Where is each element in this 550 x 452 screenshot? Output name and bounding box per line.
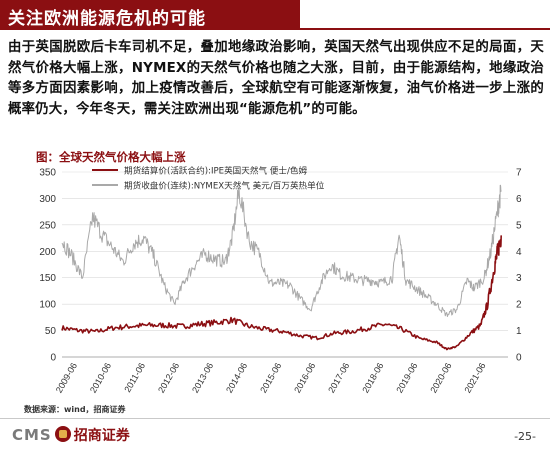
right-tick-label: 4 — [516, 247, 522, 258]
source-note: 数据来源：wind，招商证券 — [24, 405, 126, 414]
right-tick-label: 1 — [516, 326, 522, 337]
chart-legend: 期货结算价(活跃合约):IPE英国天然气 便士/色姆期货收盘价(连续):NYME… — [92, 165, 325, 192]
footer-rule — [0, 418, 550, 419]
right-tick-label: 0 — [516, 353, 522, 364]
legend-label: 期货结算价(活跃合约):IPE英国天然气 便士/色姆 — [124, 165, 307, 177]
right-tick-label: 7 — [516, 168, 522, 179]
x-axis: 2009-06 2010-06 2011-06 2012-06 2013-06 2014-… — [54, 361, 488, 395]
page-title: 关注欧洲能源危机的可能 — [8, 9, 206, 29]
right-tick-label: 6 — [516, 194, 522, 205]
title-stripe — [0, 0, 300, 30]
left-tick-label: 0 — [50, 353, 56, 364]
right-tick-label: 3 — [516, 273, 522, 284]
x-tick-label: 2013-06 — [190, 361, 215, 395]
x-tick-label: 2021-06 — [462, 361, 487, 395]
page-number: -25- — [514, 430, 536, 443]
x-tick-label: 2018-06 — [360, 361, 385, 395]
left-tick-label: 150 — [39, 273, 56, 284]
left-tick-label: 350 — [39, 168, 56, 179]
left-tick-label: 200 — [39, 247, 56, 258]
chart-gridlines — [62, 171, 508, 358]
left-axis: 0 50 100 150 200 250 300 350 — [39, 168, 56, 364]
left-tick-label: 300 — [39, 194, 56, 205]
right-tick-label: 5 — [516, 220, 522, 231]
x-tick-label: 2017-06 — [326, 361, 351, 395]
x-tick-label: 2012-06 — [156, 361, 181, 395]
legend-label: 期货收盘价(连续):NYMEX天然气 美元/百万英热单位 — [124, 180, 325, 192]
x-tick-label: 2015-06 — [258, 361, 283, 395]
left-tick-label: 50 — [45, 326, 57, 337]
body-paragraph: 由于英国脱欧后卡车司机不足，叠加地缘政治影响，英国天然气出现供应不足的局面，天然… — [8, 40, 544, 117]
chart-title: 图：全球天然气价格大幅上涨 — [36, 150, 186, 164]
x-tick-label: 2011-06 — [122, 361, 147, 394]
brand-cn: 招商证券 — [73, 428, 130, 444]
brand-badge-icon — [54, 426, 71, 442]
brand-logo: CMS 招商证券 — [12, 425, 130, 447]
title-bar: 关注欧洲能源危机的可能 — [0, 0, 550, 30]
x-tick-label: 2009-06 — [54, 361, 79, 395]
right-tick-label: 2 — [516, 300, 522, 311]
title-rule — [0, 28, 550, 30]
left-tick-label: 100 — [39, 300, 56, 311]
right-axis: 0 1 2 3 4 5 6 7 — [516, 168, 522, 364]
series-lines — [61, 184, 502, 351]
left-tick-label: 250 — [39, 220, 56, 231]
x-tick-label: 2020-06 — [428, 361, 453, 395]
x-tick-label: 2014-06 — [224, 361, 249, 395]
series-line-1 — [61, 235, 502, 351]
series-line-2 — [61, 184, 502, 317]
x-tick-label: 2019-06 — [394, 361, 419, 395]
x-tick-label: 2016-06 — [292, 361, 317, 395]
x-tick-label: 2010-06 — [88, 361, 113, 395]
brand-en: CMS — [12, 426, 52, 444]
